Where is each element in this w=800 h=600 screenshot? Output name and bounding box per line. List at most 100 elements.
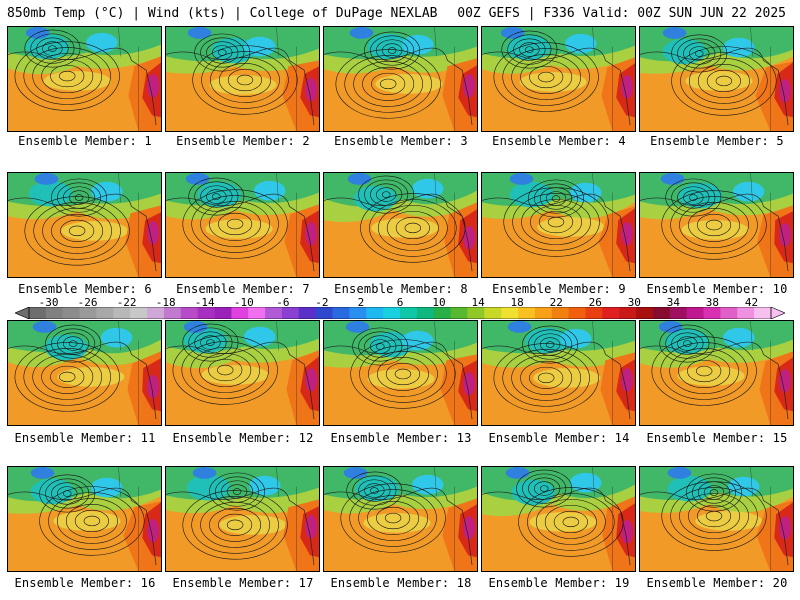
ensemble-member-map (7, 466, 162, 572)
ensemble-member-map (481, 26, 636, 132)
colorbar-tick-label: -6 (276, 296, 290, 309)
ensemble-member-map (639, 320, 794, 426)
ensemble-member-map (323, 172, 478, 278)
ensemble-member-map (165, 172, 320, 278)
colorbar-swatch (29, 307, 47, 319)
ensemble-member-map (7, 26, 162, 132)
colorbar-tick-label: 38 (705, 296, 720, 309)
colorbar-tick-label: -26 (77, 296, 98, 309)
colorbar-swatch (636, 307, 654, 319)
ensemble-member-map (481, 172, 636, 278)
ensemble-member-label: Ensemble Member: 4 (492, 134, 626, 148)
ensemble-member-label: Ensemble Member: 17 (172, 576, 314, 590)
ensemble-member-map (323, 466, 478, 572)
colorbar-swatch (79, 307, 97, 319)
colorbar-swatch (62, 307, 81, 319)
colorbar-swatch (265, 307, 283, 319)
colorbar-swatch (45, 307, 64, 319)
colorbar-swatch (669, 307, 688, 319)
colorbar-swatch (332, 307, 350, 319)
ensemble-member-label: Ensemble Member: 14 (488, 431, 630, 445)
colorbar-tick-label: -10 (233, 296, 254, 309)
colorbar-swatch (315, 307, 334, 319)
colorbar-swatch (383, 307, 401, 319)
ensemble-member-label: Ensemble Member: 18 (330, 576, 472, 590)
colorbar-tick-label: -18 (155, 296, 176, 309)
ensemble-member-label: Ensemble Member: 7 (176, 282, 310, 296)
colorbar-left-arrow (15, 307, 30, 319)
colorbar-swatch (551, 307, 570, 319)
colorbar-swatch (518, 307, 536, 319)
ensemble-member-map (639, 26, 794, 132)
colorbar-tick-label: 42 (744, 296, 759, 309)
ensemble-member-label: Ensemble Member: 12 (172, 431, 314, 445)
ensemble-member-map (481, 320, 636, 426)
colorbar-swatch (366, 307, 384, 319)
colorbar-swatch (686, 307, 705, 319)
colorbar-swatch (298, 307, 317, 319)
ensemble-member-label: Ensemble Member: 3 (334, 134, 468, 148)
ensemble-member-map (165, 320, 320, 426)
ensemble-member-map (165, 466, 320, 572)
colorbar-tick-label: 2 (357, 296, 365, 309)
colorbar-swatch (163, 307, 182, 319)
ensemble-member-label: Ensemble Member: 6 (18, 282, 152, 296)
colorbar-tick-label: 22 (549, 296, 563, 309)
ensemble-member-map (323, 320, 478, 426)
colorbar-swatch (197, 307, 215, 319)
ensemble-member-map (481, 466, 636, 572)
colorbar-swatch (433, 307, 452, 319)
colorbar-swatch (281, 307, 300, 319)
ensemble-member-label: Ensemble Member: 11 (14, 431, 156, 445)
ensemble-member-label: Ensemble Member: 5 (650, 134, 784, 148)
ensemble-member-label: Ensemble Member: 20 (646, 576, 788, 590)
colorbar-swatch (130, 307, 148, 319)
colorbar-tick-label: -2 (315, 296, 329, 309)
colorbar-swatch (248, 307, 266, 319)
ensemble-member-map (323, 26, 478, 132)
colorbar-swatch (484, 307, 502, 319)
colorbar-swatch (754, 307, 772, 319)
colorbar-swatch (534, 307, 553, 319)
ensemble-member-label: Ensemble Member: 13 (330, 431, 472, 445)
colorbar-swatch (467, 307, 485, 319)
run-valid-time: 00Z GEFS | F336 Valid: 00Z SUN JUN 22 20… (457, 6, 786, 21)
colorbar-tick-label: 26 (588, 296, 602, 309)
colorbar-swatch (501, 307, 519, 319)
colorbar-swatch (720, 307, 738, 319)
colorbar-tick-label: 6 (396, 296, 404, 309)
colorbar-swatch (416, 307, 435, 319)
ensemble-member-map (639, 172, 794, 278)
colorbar-swatch (96, 307, 114, 319)
colorbar-swatch (231, 307, 249, 319)
colorbar-swatch (180, 307, 199, 319)
ensemble-member-label: Ensemble Member: 8 (334, 282, 468, 296)
ensemble-member-label: Ensemble Member: 9 (492, 282, 626, 296)
ensemble-member-label: Ensemble Member: 1 (18, 134, 152, 148)
colorbar-swatch (113, 307, 131, 319)
colorbar-tick-labels: -30 -26 -22 -18 -14 -10 -6 -2 2 6 10 14 18 22 26 30 34 38… (0, 296, 800, 309)
colorbar-swatch (568, 307, 586, 319)
colorbar-tick-label: -22 (116, 296, 137, 309)
colorbar-swatch (349, 307, 367, 319)
ensemble-member-label: Ensemble Member: 2 (176, 134, 310, 148)
colorbar-tick-label: 34 (666, 296, 680, 309)
chart-title: 850mb Temp (°C) | Wind (kts) | College o… (7, 6, 438, 21)
colorbar-tick-label: 10 (432, 296, 446, 309)
temperature-colorbar (15, 307, 785, 319)
ensemble-member-map (7, 172, 162, 278)
ensemble-member-label: Ensemble Member: 19 (488, 576, 630, 590)
colorbar-tick-label: 30 (627, 296, 641, 309)
colorbar-swatch (602, 307, 620, 319)
ensemble-member-label: Ensemble Member: 15 (646, 431, 788, 445)
colorbar-swatch (400, 307, 418, 319)
colorbar-swatch (703, 307, 721, 319)
colorbar-swatch (619, 307, 637, 319)
colorbar-right-arrow (770, 307, 785, 319)
colorbar-swatch (450, 307, 468, 319)
colorbar-swatch (214, 307, 232, 319)
colorbar-tick-label: 18 (510, 296, 524, 309)
colorbar-swatch (652, 307, 671, 319)
ensemble-member-map (639, 466, 794, 572)
ensemble-member-label: Ensemble Member: 10 (646, 282, 788, 296)
